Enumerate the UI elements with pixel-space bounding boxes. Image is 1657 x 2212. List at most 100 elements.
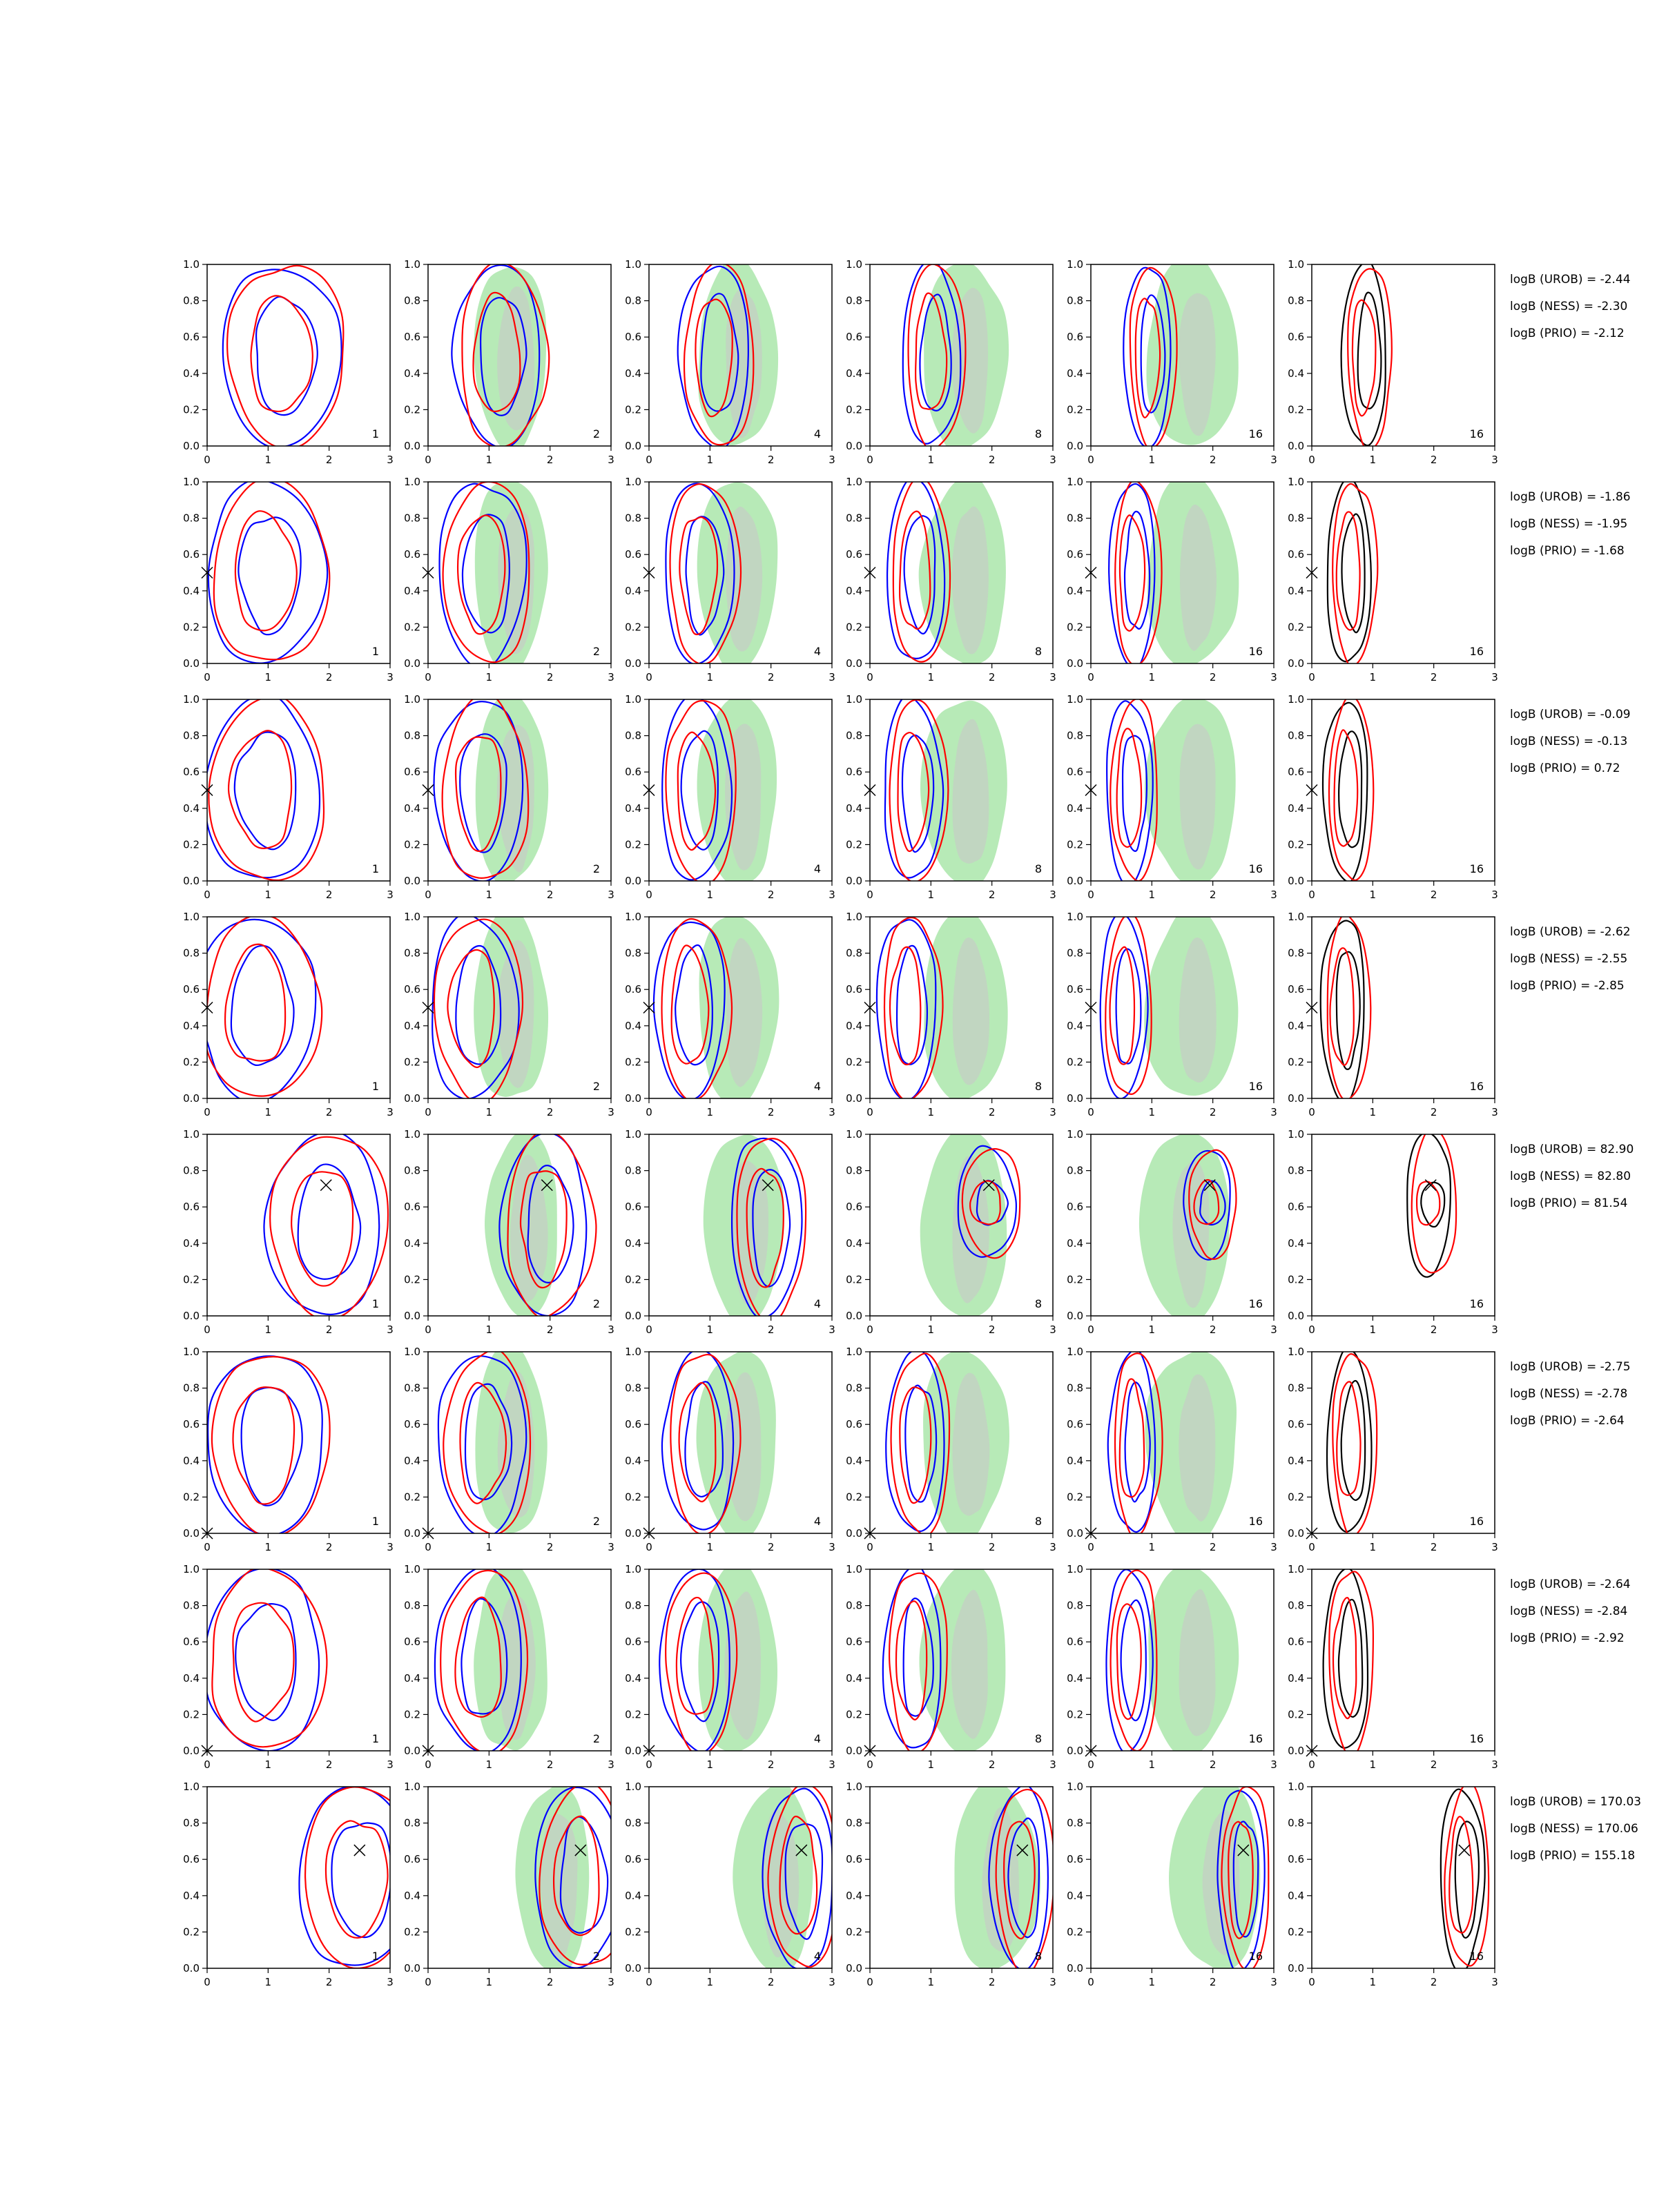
axes-frame <box>1311 264 1495 447</box>
y-tick-label: 0.2 <box>625 403 641 416</box>
method_a-inner-contour <box>1124 1381 1151 1503</box>
y-tick-label: 0.4 <box>846 1020 862 1032</box>
y-tick-label: 0.0 <box>404 1527 420 1540</box>
y-tick-label: 1.0 <box>1067 476 1083 488</box>
x-tick-label: 0 <box>646 671 652 683</box>
x-tick-label: 2 <box>989 889 996 901</box>
x-tick-label: 2 <box>989 454 996 466</box>
subplot-r1-c5: 0 1 2 3 0.0 0.2 0.4 0.6 0.8 1.0 16 <box>1067 258 1277 466</box>
method_a-outer-contour <box>207 699 321 879</box>
x-tick-label: 1 <box>265 1106 272 1118</box>
axes-frame <box>1090 1569 1275 1752</box>
method_a-inner-contour <box>461 514 510 634</box>
x-tick-label: 1 <box>928 1758 935 1771</box>
subplot-r5-c4: 0 1 2 3 0.0 0.2 0.4 0.6 0.8 1.0 8 <box>846 1128 1056 1336</box>
y-tick-label: 0.8 <box>846 1382 862 1395</box>
y-tick-label: 0.8 <box>404 1817 420 1830</box>
axes-frame <box>206 1351 391 1534</box>
x-tick-label: 2 <box>326 1541 333 1553</box>
panel-label: 1 <box>372 1732 379 1745</box>
y-tick-label: 0.8 <box>846 947 862 960</box>
y-tick-label: 0.8 <box>404 295 420 307</box>
axes-frame <box>648 1134 833 1317</box>
method_b-outer-contour <box>1114 482 1163 663</box>
subplot-r6-c5: 0 1 2 3 0.0 0.2 0.4 0.6 0.8 1.0 16 <box>1067 1346 1277 1553</box>
y-tick-label: 1.0 <box>1288 911 1304 923</box>
y-tick-label: 0.4 <box>404 1237 420 1250</box>
panel-label: 1 <box>372 862 379 875</box>
x-tick-label: 1 <box>707 1106 714 1118</box>
y-tick-label: 0.2 <box>1288 1925 1304 1938</box>
plot-area <box>1123 264 1239 446</box>
method_a-inner-contour <box>230 944 295 1067</box>
truth-marker <box>1203 1179 1216 1192</box>
plot-area <box>437 1352 548 1533</box>
y-tick-label: 0.0 <box>183 657 200 670</box>
method_a-outer-contour <box>884 699 944 879</box>
plot-area <box>1322 1569 1375 1751</box>
panel-label: 4 <box>814 645 821 658</box>
y-tick-label: 0.6 <box>1067 1201 1083 1213</box>
method_b-inner-contour <box>1333 729 1359 847</box>
method_b-outer-contour <box>1221 1787 1270 1968</box>
method_b-inner-contour <box>1335 511 1361 631</box>
method_b-outer-contour <box>1328 1571 1375 1751</box>
x-tick-label: 1 <box>486 1106 493 1118</box>
y-tick-label: 0.2 <box>183 838 200 851</box>
x-tick-label: 2 <box>1210 1541 1217 1553</box>
method_b-inner-contour <box>227 730 293 849</box>
y-tick-label: 1.0 <box>846 693 862 706</box>
axes-frame <box>869 699 1054 882</box>
y-tick-label: 0.4 <box>1288 1672 1304 1685</box>
method_a-inner-contour <box>903 515 936 634</box>
x-tick-label: 0 <box>204 1758 211 1771</box>
method_a-inner-contour <box>464 1383 513 1501</box>
method_b-inner-contour <box>1193 1179 1220 1225</box>
y-tick-label: 1.0 <box>846 911 862 923</box>
y-tick-label: 0.6 <box>846 1853 862 1865</box>
panel-label: 8 <box>1035 1297 1042 1310</box>
x-tick-label: 1 <box>928 1323 935 1336</box>
method_a-inner-contour <box>684 1381 724 1497</box>
logB-annotation: logB (NESS) = -1.95 <box>1510 517 1628 531</box>
x-tick-label: 2 <box>326 671 333 683</box>
x-tick-label: 3 <box>1049 889 1056 901</box>
method_a-inner-contour <box>976 1179 1009 1226</box>
x-tick-label: 1 <box>1370 1758 1377 1771</box>
y-tick-label: 0.6 <box>625 548 641 561</box>
y-tick-label: 1.0 <box>183 1781 200 1793</box>
x-tick-label: 2 <box>1431 1758 1437 1771</box>
y-tick-label: 1.0 <box>183 1128 200 1141</box>
x-tick-label: 0 <box>425 671 432 683</box>
x-tick-label: 1 <box>707 671 714 683</box>
method_b-inner-contour <box>291 1171 354 1287</box>
method_b-inner-contour <box>232 1386 295 1505</box>
x-tick-label: 3 <box>387 1541 394 1553</box>
method_b-outer-contour <box>995 1788 1053 1968</box>
x-tick-label: 1 <box>1370 1106 1377 1118</box>
method_a-inner-contour <box>1121 735 1148 852</box>
panel-label: 16 <box>1470 1950 1484 1963</box>
x-tick-label: 0 <box>646 454 652 466</box>
y-tick-label: 0.8 <box>1288 947 1304 960</box>
y-tick-label: 0.8 <box>846 1165 862 1177</box>
x-tick-label: 0 <box>1087 1541 1094 1553</box>
y-tick-label: 0.0 <box>625 440 641 452</box>
method_a-outer-contour <box>207 1569 320 1751</box>
y-tick-label: 0.8 <box>183 512 200 525</box>
x-tick-label: 0 <box>204 1106 211 1118</box>
x-tick-label: 0 <box>866 671 873 683</box>
y-tick-label: 1.0 <box>1288 1128 1304 1141</box>
subplot-r1-c6: 0 1 2 3 0.0 0.2 0.4 0.6 0.8 1.0 16 <box>1288 258 1498 466</box>
y-tick-label: 0.2 <box>1067 1056 1083 1068</box>
x-tick-label: 2 <box>989 1106 996 1118</box>
method_a-inner-contour <box>1232 1821 1259 1938</box>
y-tick-label: 1.0 <box>183 693 200 706</box>
x-tick-label: 3 <box>1491 1976 1498 1988</box>
y-tick-label: 0.2 <box>404 1708 420 1720</box>
y-tick-label: 0.4 <box>183 585 200 597</box>
axes-frame <box>1090 481 1275 664</box>
x-tick-label: 0 <box>866 454 873 466</box>
y-tick-label: 0.0 <box>404 1310 420 1322</box>
x-tick-label: 2 <box>989 1976 996 1988</box>
